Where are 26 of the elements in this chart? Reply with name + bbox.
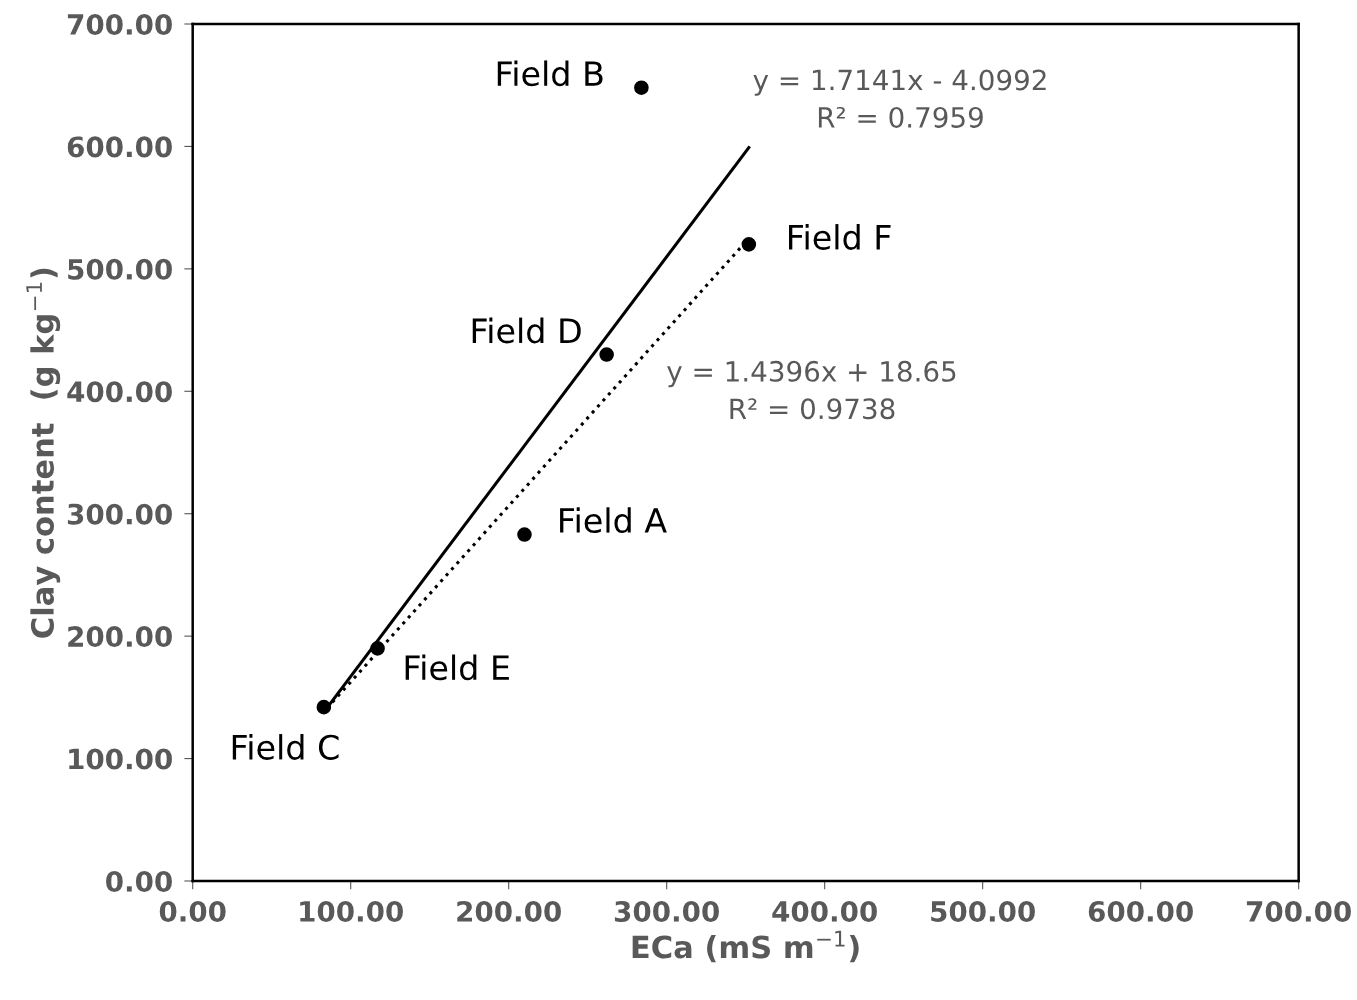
y-tick-label: 200.00 — [68, 626, 172, 648]
annotation: Field B — [497, 60, 603, 87]
y-tick-label: 400.00 — [67, 381, 172, 403]
x-tick-label: 500.00 — [931, 900, 1035, 922]
annotation: Field C — [232, 734, 339, 760]
x-tick-label: 300.00 — [614, 900, 719, 922]
x-tick-label: 400.00 — [772, 900, 877, 922]
annotation: Field E — [405, 654, 509, 681]
annotation: Field D — [472, 317, 581, 344]
y-tick-label: 0.00 — [106, 870, 172, 892]
x-tick-label: 700.00 — [1246, 900, 1351, 922]
x-tick-label: 600.00 — [1088, 900, 1193, 922]
x-tick-label: 100.00 — [300, 900, 403, 922]
y-tick-label: 500.00 — [68, 258, 172, 280]
annotation: Field A — [560, 507, 667, 534]
x-axis-title: ECa (mS m$^{−1}$) — [632, 930, 859, 963]
y-tick-label: 700.00 — [67, 13, 172, 35]
annotation: y = 1.4396x + 18.65 R² = 0.9738 — [667, 360, 956, 420]
y-tick-label: 300.00 — [67, 503, 172, 525]
y-tick-label: 100.00 — [69, 748, 172, 770]
y-axis-title: Clay content (g kg$^{−1}$) — [26, 268, 61, 638]
x-tick-label: 0.00 — [159, 900, 226, 922]
annotation: Field F — [789, 224, 891, 250]
y-tick-label: 600.00 — [67, 136, 172, 158]
annotation: y = 1.7141x - 4.0992 R² = 0.7959 — [753, 69, 1046, 128]
x-tick-label: 200.00 — [457, 900, 561, 922]
